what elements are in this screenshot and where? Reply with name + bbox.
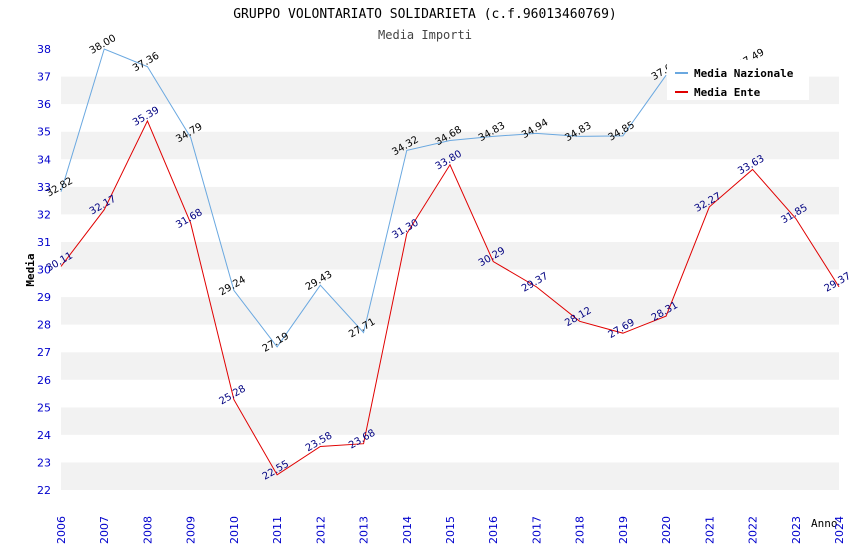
y-tick-label: 30 <box>37 264 51 277</box>
x-tick-label: 2024 <box>833 516 846 544</box>
y-tick-label: 38 <box>37 43 51 56</box>
y-tick-label: 31 <box>37 236 51 249</box>
y-tick-label: 35 <box>37 126 51 139</box>
x-tick-label: 2011 <box>271 516 284 544</box>
grid-band <box>61 352 839 380</box>
legend-label-media-nazionale: Media Nazionale <box>694 67 794 80</box>
chart-subtitle: Media Importi <box>378 28 472 42</box>
grid-bands <box>61 49 839 490</box>
series-line-media-nazionale <box>60 48 667 348</box>
x-tick-label: 2022 <box>747 516 760 544</box>
x-tick-label: 2021 <box>703 516 716 544</box>
y-axis-label: Media <box>24 253 37 286</box>
y-tick-label: 25 <box>37 401 51 414</box>
grid-band <box>61 297 839 325</box>
grid-band <box>61 324 839 353</box>
legend-box <box>667 60 809 100</box>
y-tick-label: 23 <box>37 456 51 469</box>
y-tick-label: 22 <box>37 484 51 497</box>
x-tick-label: 2016 <box>487 516 500 544</box>
x-tick-label: 2006 <box>55 516 68 544</box>
x-tick-label: 2018 <box>574 516 587 544</box>
y-tick-label: 28 <box>37 319 51 332</box>
grid-band <box>61 104 839 132</box>
x-tick-label: 2014 <box>401 516 414 544</box>
x-tick-label: 2012 <box>314 516 327 544</box>
grid-band <box>61 186 839 215</box>
grid-band <box>61 407 839 435</box>
y-tick-label: 37 <box>37 71 51 84</box>
x-tick-label: 2009 <box>185 516 198 544</box>
grid-band <box>61 214 839 242</box>
series-lines <box>60 48 840 476</box>
legend: Media Nazionale Media Ente <box>667 60 809 100</box>
y-tick-label: 32 <box>37 208 51 221</box>
grid-band <box>61 131 839 160</box>
grid-band <box>61 379 839 408</box>
series-line-media-ente <box>60 119 840 476</box>
y-axis-ticks: 22 23 24 25 26 27 28 29 30 31 32 33 34 35 36 37 38 <box>37 43 51 497</box>
y-tick-label: 34 <box>37 153 51 166</box>
y-tick-label: 26 <box>37 374 51 387</box>
y-tick-label: 27 <box>37 346 51 359</box>
x-tick-label: 2008 <box>141 516 154 544</box>
x-tick-label: 2007 <box>98 516 111 544</box>
x-axis-label: Anno <box>811 517 838 530</box>
legend-label-media-ente: Media Ente <box>694 86 761 99</box>
x-axis-ticks: 2006 2007 2008 2009 2010 2011 2012 2013 2014 2015… <box>55 516 846 544</box>
y-tick-label: 24 <box>37 429 51 442</box>
x-tick-label: 2019 <box>617 516 630 544</box>
x-tick-label: 2013 <box>358 516 371 544</box>
x-tick-label: 2015 <box>444 516 457 544</box>
x-tick-label: 2020 <box>660 516 673 544</box>
chart-title: GRUPPO VOLONTARIATO SOLIDARIETA (c.f.960… <box>233 7 617 22</box>
x-tick-label: 2017 <box>530 516 543 544</box>
y-tick-label: 29 <box>37 291 51 304</box>
grid-band <box>61 269 839 298</box>
y-tick-label: 36 <box>37 98 51 111</box>
grid-band <box>61 462 839 490</box>
x-tick-label: 2023 <box>790 516 803 544</box>
grid-band <box>61 241 839 270</box>
y-tick-label: 33 <box>37 181 51 194</box>
x-tick-label: 2010 <box>228 516 241 544</box>
grid-band <box>61 434 839 463</box>
